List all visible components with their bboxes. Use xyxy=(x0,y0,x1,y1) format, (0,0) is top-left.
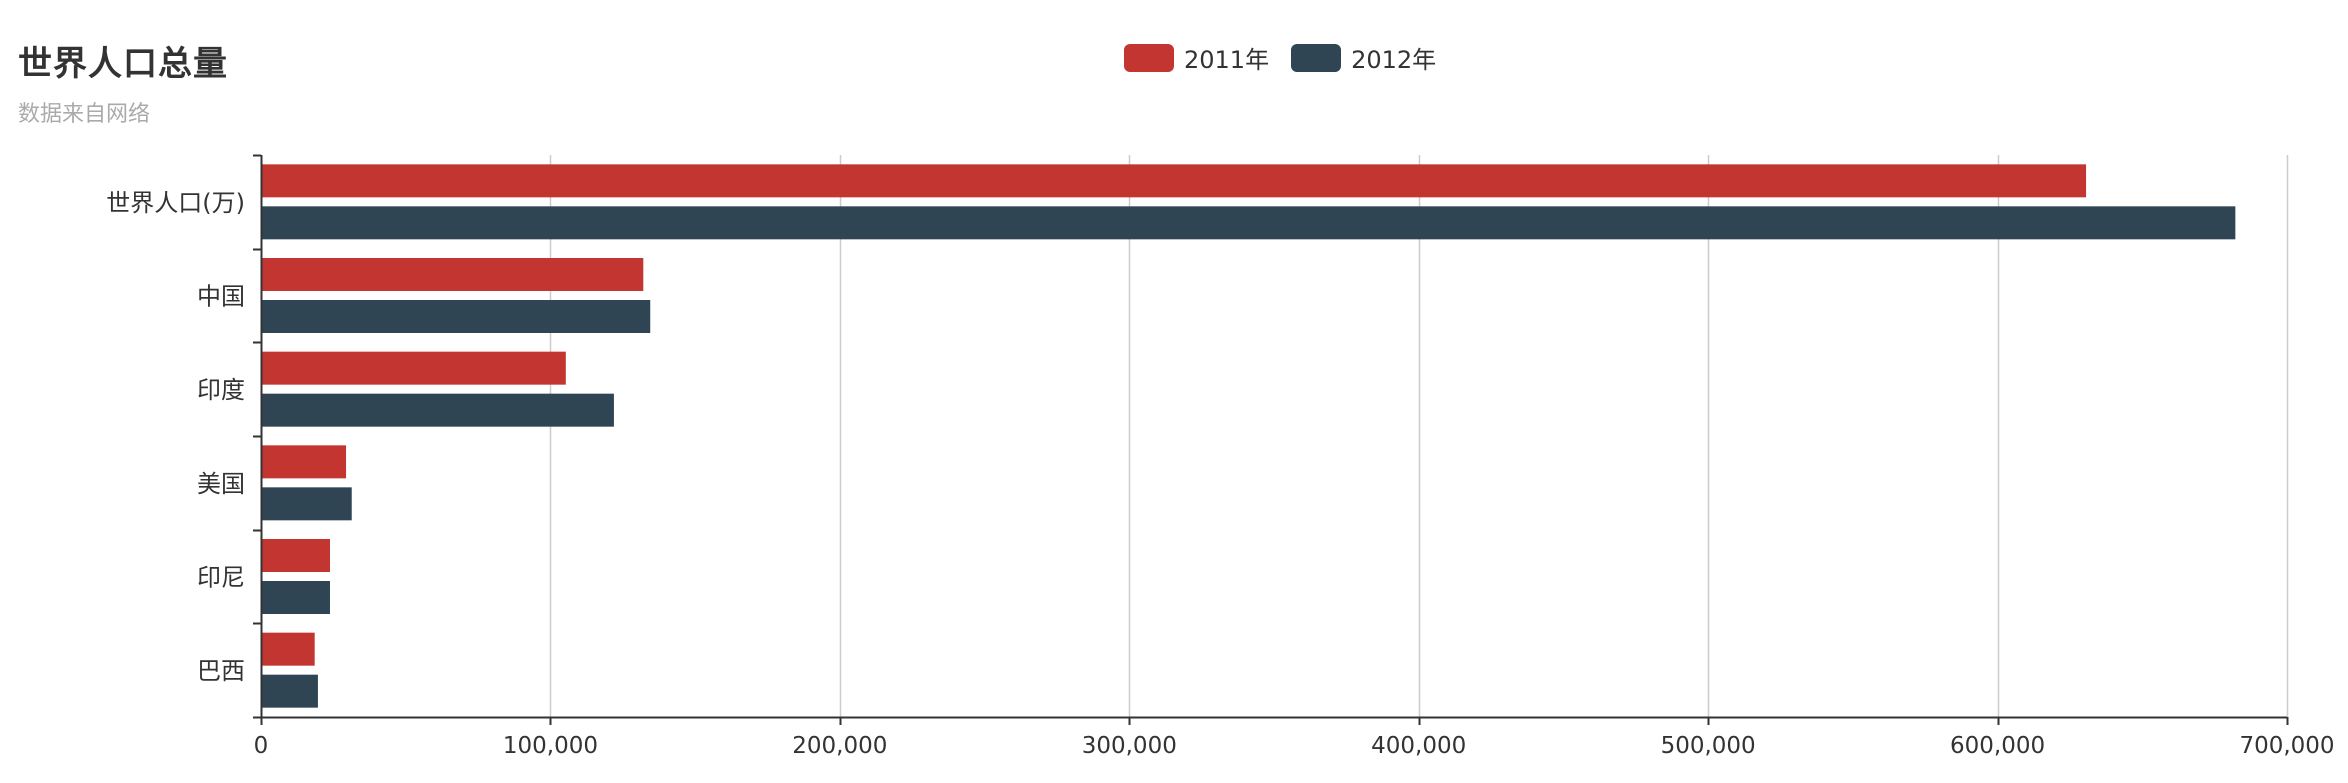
x-tick-label-700000: 700,000 xyxy=(2239,733,2334,759)
bar-2011-5[interactable] xyxy=(262,632,315,666)
category-label-2: 印度 xyxy=(197,376,245,404)
legend-item-2012[interactable]: 2012年 xyxy=(1291,40,1436,75)
grid-lines xyxy=(549,155,2289,717)
bar-2012-3[interactable] xyxy=(262,487,352,521)
category-label-4: 印尼 xyxy=(197,564,245,592)
bars xyxy=(262,164,2236,708)
x-tick-label-0: 0 xyxy=(254,733,269,759)
bar-2012-0[interactable] xyxy=(262,206,2236,240)
category-label-5: 巴西 xyxy=(197,657,245,685)
x-tick-label-600000: 600,000 xyxy=(1950,733,2045,759)
x-tick-label-100000: 100,000 xyxy=(503,733,598,759)
x-tick-label-300000: 300,000 xyxy=(1082,733,1177,759)
legend-swatch-2011 xyxy=(1124,43,1174,72)
legend-item-2011[interactable]: 2011年 xyxy=(1124,40,1269,75)
legend-swatch-2012 xyxy=(1291,43,1342,72)
bar-2011-3[interactable] xyxy=(262,445,347,479)
legend: 2011年 2012年 xyxy=(1124,40,1436,75)
legend-label-2012: 2012年 xyxy=(1351,46,1437,74)
x-tick-label-400000: 400,000 xyxy=(1371,733,1466,759)
category-label-0: 世界人口(万) xyxy=(106,189,245,217)
bar-2011-4[interactable] xyxy=(262,539,330,572)
bar-2011-2[interactable] xyxy=(262,351,566,385)
category-label-1: 中国 xyxy=(197,283,245,311)
axis-labels: 0 100,000 200,000 300,000 400,000 500,000 600,… xyxy=(106,189,2334,759)
x-tick-label-200000: 200,000 xyxy=(792,733,887,759)
category-label-3: 美国 xyxy=(197,470,245,498)
bar-2012-2[interactable] xyxy=(262,393,614,427)
bar-2012-1[interactable] xyxy=(262,300,651,333)
bar-2012-5[interactable] xyxy=(262,674,318,708)
bar-2012-4[interactable] xyxy=(262,581,330,614)
axes xyxy=(253,154,2289,725)
bar-2011-0[interactable] xyxy=(262,164,2087,198)
x-tick-label-500000: 500,000 xyxy=(1661,733,1756,759)
chart-subtitle: 数据来自网络 xyxy=(18,102,151,127)
bar-2011-1[interactable] xyxy=(262,258,644,291)
chart-title: 世界人口总量 xyxy=(18,44,228,84)
legend-label-2011: 2011年 xyxy=(1184,46,1270,74)
